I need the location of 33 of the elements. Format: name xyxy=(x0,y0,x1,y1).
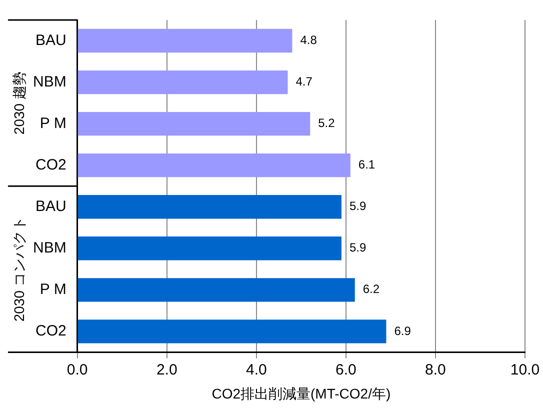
y-tick-label: BAU xyxy=(35,32,66,49)
text: 2030 趨勢 xyxy=(10,72,27,135)
data-label: 5.9 xyxy=(349,240,366,255)
data-label: 6.9 xyxy=(394,324,412,338)
bar xyxy=(78,195,342,219)
data-label: 4.7 xyxy=(296,74,313,89)
x-tick-label: 10.0 xyxy=(510,361,540,378)
bar xyxy=(78,70,288,94)
data-label: 4.8 xyxy=(300,33,318,48)
y-tick-label: CO2 xyxy=(35,156,66,174)
bar xyxy=(78,278,355,302)
data-label: 5.2 xyxy=(318,116,336,130)
y-tick-label: NBM xyxy=(32,240,66,257)
x-tick-label: 6.0 xyxy=(336,361,356,378)
y-tick-label: P M xyxy=(40,114,66,132)
y-tick-label: P M xyxy=(40,281,66,298)
x-tick-label: 8.0 xyxy=(425,361,446,378)
x-tick-label: 4.0 xyxy=(246,361,267,378)
bar xyxy=(78,154,350,178)
y-tick-label: NBM xyxy=(32,73,66,90)
bar xyxy=(78,28,292,53)
x-tick-label: 0.0 xyxy=(66,361,88,378)
data-label: 6.2 xyxy=(362,282,380,296)
bar xyxy=(78,112,310,136)
data-label: 6.1 xyxy=(358,158,376,172)
y-tick-label: BAU xyxy=(35,198,66,216)
bar xyxy=(78,320,386,344)
data-label: 5.9 xyxy=(349,199,366,214)
x-axis-title: CO2排出削減量(MT-CO2/年) xyxy=(212,385,391,402)
text: 2030 コンパクト xyxy=(10,216,27,322)
bar xyxy=(78,236,342,260)
y-tick-label: CO2 xyxy=(35,322,66,340)
x-tick-label: 2.0 xyxy=(156,361,178,378)
